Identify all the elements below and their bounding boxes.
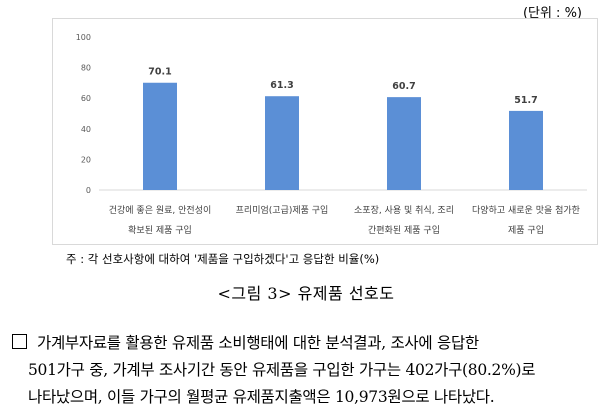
y-tick-label: 0: [86, 186, 91, 195]
paragraph-line-3: 나타났으며, 이들 가구의 월평균 유제품지출액은 10,973원으로 나타났다…: [28, 388, 495, 406]
checkbox-bullet-icon: [12, 334, 27, 349]
bar-2: [265, 96, 299, 190]
x-tick-label-4-2: 제품 구입: [508, 224, 544, 236]
unit-label: (단위 : %): [522, 6, 582, 21]
body-paragraph: 가계부자료를 활용한 유제품 소비행태에 대한 분석결과, 조사에 응답한 50…: [12, 330, 602, 411]
figure-caption: <그림 3> 유제품 선호도: [217, 284, 395, 303]
x-tick-label-3-1: 소포장, 사용 및 취식, 조리: [354, 204, 454, 216]
x-tick-label-4-1: 다양하고 새로운 맛을 첨가한: [472, 205, 580, 216]
x-tick-label-3-2: 간편화된 제품 구입: [368, 224, 440, 236]
paragraph-line-2: 501가구 중, 가계부 조사기간 동안 유제품을 구입한 가구는 402가구(…: [28, 361, 536, 379]
y-tick-label: 20: [81, 155, 91, 164]
data-label-4: 51.7: [514, 95, 537, 106]
paragraph-line-1-text: 가계부자료를 활용한 유제품 소비행태에 대한 분석결과, 조사에 응답한: [37, 334, 479, 352]
paragraph-line-1: 가계부자료를 활용한 유제품 소비행태에 대한 분석결과, 조사에 응답한: [12, 330, 602, 357]
y-tick-label: 40: [81, 125, 91, 134]
data-label-1: 70.1: [148, 67, 171, 78]
data-label-3: 60.7: [392, 81, 415, 92]
bar-4: [509, 110, 543, 190]
data-label-2: 61.3: [270, 80, 293, 91]
x-tick-label-1-2: 확보된 제품 구입: [128, 224, 192, 236]
y-tick-label: 80: [81, 64, 91, 73]
chart-note: 주 : 각 선호사항에 대하여 '제품을 구입하겠다'고 응답한 비율(%): [66, 252, 380, 266]
x-tick-label-2-1: 프리미엄(고급)제품 구입: [236, 204, 329, 216]
y-tick-label: 100: [76, 33, 91, 42]
y-tick-label: 60: [81, 94, 91, 103]
x-tick-label-1-1: 건강에 좋은 원료, 안전성이: [109, 205, 212, 216]
bar-3: [387, 97, 421, 190]
bar-1: [143, 82, 177, 190]
